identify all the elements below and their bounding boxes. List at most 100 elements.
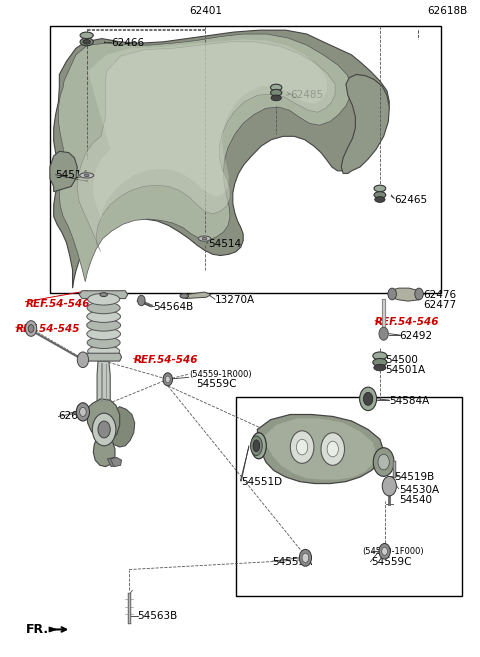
Text: 54514: 54514	[56, 170, 89, 181]
Text: 62477: 62477	[424, 300, 457, 310]
Ellipse shape	[87, 311, 120, 323]
Text: 62476: 62476	[424, 290, 457, 300]
Text: 62492: 62492	[400, 331, 433, 342]
Text: 54559C: 54559C	[196, 379, 237, 389]
Ellipse shape	[375, 196, 385, 202]
Polygon shape	[59, 34, 352, 282]
Ellipse shape	[271, 84, 282, 91]
Circle shape	[76, 403, 89, 421]
Text: (54559-1R000): (54559-1R000)	[190, 370, 252, 378]
Ellipse shape	[80, 38, 93, 46]
Text: 62618B: 62618B	[427, 6, 468, 16]
Circle shape	[382, 476, 396, 496]
Ellipse shape	[373, 352, 387, 360]
Polygon shape	[77, 42, 335, 252]
Ellipse shape	[88, 293, 120, 305]
Circle shape	[138, 295, 145, 306]
Circle shape	[388, 288, 396, 300]
Text: REF.54-546: REF.54-546	[375, 317, 440, 327]
Circle shape	[80, 407, 86, 417]
Circle shape	[290, 431, 314, 463]
Circle shape	[363, 392, 373, 405]
Circle shape	[77, 352, 89, 367]
Polygon shape	[49, 627, 57, 632]
Ellipse shape	[87, 302, 120, 314]
Polygon shape	[389, 288, 422, 301]
Text: (54559-1F000): (54559-1F000)	[362, 547, 424, 556]
Text: 54540: 54540	[399, 495, 432, 505]
Circle shape	[415, 288, 423, 300]
Text: 13270A: 13270A	[215, 296, 255, 306]
Text: REF.54-545: REF.54-545	[16, 323, 81, 334]
Ellipse shape	[80, 32, 93, 39]
Ellipse shape	[87, 328, 120, 340]
Ellipse shape	[84, 174, 89, 177]
Text: 62466: 62466	[111, 38, 144, 48]
Ellipse shape	[202, 237, 207, 240]
Text: 54500: 54500	[385, 355, 419, 365]
Ellipse shape	[271, 89, 282, 96]
Polygon shape	[341, 74, 389, 173]
Ellipse shape	[374, 365, 386, 371]
Text: 54501A: 54501A	[385, 365, 426, 375]
Ellipse shape	[373, 359, 387, 367]
Polygon shape	[264, 419, 376, 480]
Polygon shape	[88, 39, 327, 225]
Bar	[236, 397, 462, 596]
Text: 54551D: 54551D	[241, 476, 282, 487]
Circle shape	[360, 387, 377, 411]
Ellipse shape	[253, 440, 260, 451]
Ellipse shape	[271, 95, 281, 101]
Circle shape	[302, 553, 309, 562]
Polygon shape	[110, 457, 121, 466]
Polygon shape	[50, 151, 77, 192]
Circle shape	[25, 321, 36, 336]
Polygon shape	[108, 407, 135, 447]
Text: 54553A: 54553A	[273, 556, 312, 567]
Ellipse shape	[251, 433, 266, 459]
Text: REF.54-546: REF.54-546	[134, 355, 198, 365]
Polygon shape	[87, 399, 120, 466]
Text: 62465: 62465	[394, 194, 427, 204]
Text: 54514: 54514	[208, 238, 241, 249]
Polygon shape	[257, 415, 384, 484]
Text: 54530A: 54530A	[399, 485, 439, 495]
Circle shape	[379, 543, 390, 559]
Circle shape	[382, 547, 387, 555]
Ellipse shape	[88, 346, 120, 357]
Text: FR.: FR.	[26, 623, 49, 636]
Text: 54519B: 54519B	[394, 472, 434, 482]
Ellipse shape	[180, 294, 189, 298]
Bar	[50, 26, 441, 292]
Polygon shape	[186, 292, 211, 298]
Text: 54563B: 54563B	[138, 612, 178, 622]
Circle shape	[166, 376, 170, 382]
Polygon shape	[97, 361, 110, 405]
Text: REF.54-546: REF.54-546	[25, 299, 90, 309]
Circle shape	[163, 373, 172, 386]
Circle shape	[327, 442, 338, 457]
Ellipse shape	[87, 337, 120, 348]
Ellipse shape	[374, 185, 386, 192]
Polygon shape	[54, 30, 389, 288]
Circle shape	[373, 447, 394, 476]
Circle shape	[321, 433, 345, 465]
Text: 54564B: 54564B	[154, 302, 194, 312]
Ellipse shape	[87, 319, 120, 331]
Circle shape	[92, 413, 116, 445]
Ellipse shape	[100, 292, 108, 296]
Circle shape	[300, 549, 312, 566]
Circle shape	[378, 454, 389, 470]
Ellipse shape	[83, 39, 90, 44]
Text: 54559C: 54559C	[372, 556, 412, 567]
Circle shape	[28, 325, 34, 332]
Polygon shape	[79, 290, 128, 298]
Ellipse shape	[80, 173, 94, 178]
Polygon shape	[85, 353, 121, 361]
Circle shape	[98, 421, 110, 438]
Ellipse shape	[251, 436, 262, 455]
Text: 54584A: 54584A	[389, 396, 430, 407]
Text: 62485: 62485	[290, 90, 324, 101]
Circle shape	[379, 327, 388, 340]
Text: 62618B: 62618B	[59, 411, 99, 421]
